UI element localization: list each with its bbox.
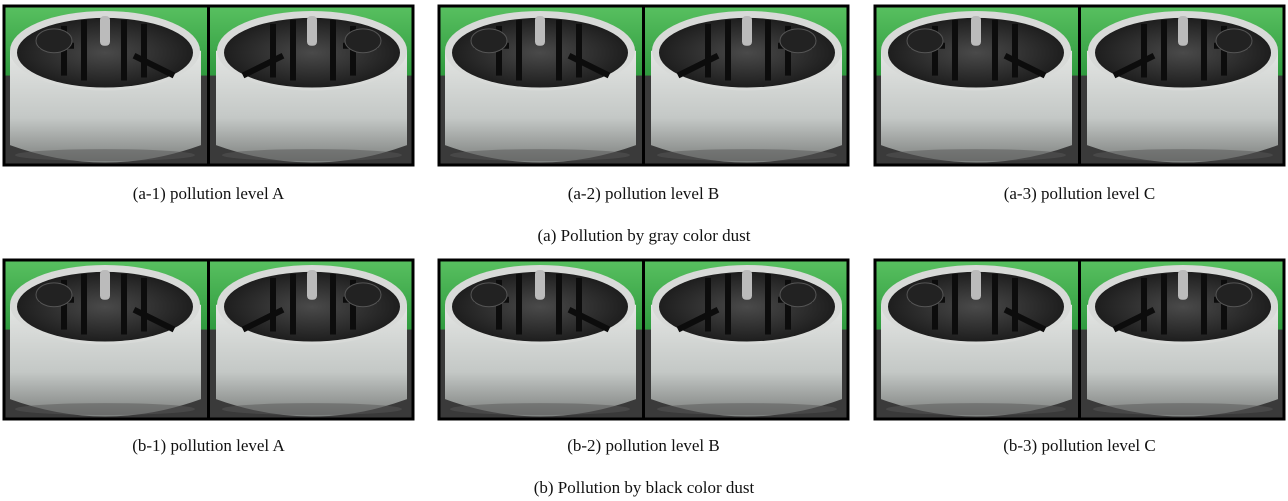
group-caption: (a) Pollution by gray color dust xyxy=(538,226,751,245)
photo-panel xyxy=(875,6,1284,165)
panel-caption: (a-2) pollution level B xyxy=(568,184,720,203)
photo-right xyxy=(210,6,413,165)
photo-left xyxy=(4,260,207,419)
photo-right xyxy=(1081,6,1284,165)
photo-left xyxy=(875,6,1078,165)
photo-panel xyxy=(4,260,413,419)
photo-right xyxy=(210,260,413,419)
panel-caption: (a-3) pollution level C xyxy=(1004,184,1156,203)
panel-caption: (a-1) pollution level A xyxy=(133,184,285,203)
photo-left xyxy=(439,260,642,419)
photo-left xyxy=(875,260,1078,419)
photo-panel xyxy=(875,260,1284,419)
photo-right xyxy=(645,260,848,419)
panel-caption: (b-1) pollution level A xyxy=(132,436,285,455)
figure: (a-1) pollution level A (a-2) pollution l… xyxy=(0,0,1288,501)
panel-caption: (b-3) pollution level C xyxy=(1003,436,1156,455)
photo-right xyxy=(645,6,848,165)
photo-left xyxy=(439,6,642,165)
photo-panel xyxy=(439,260,848,419)
photo-panel xyxy=(4,6,413,165)
photo-left xyxy=(4,6,207,165)
photo-right xyxy=(1081,260,1284,419)
group-caption: (b) Pollution by black color dust xyxy=(534,478,755,497)
photo-panel xyxy=(439,6,848,165)
panel-caption: (b-2) pollution level B xyxy=(567,436,720,455)
